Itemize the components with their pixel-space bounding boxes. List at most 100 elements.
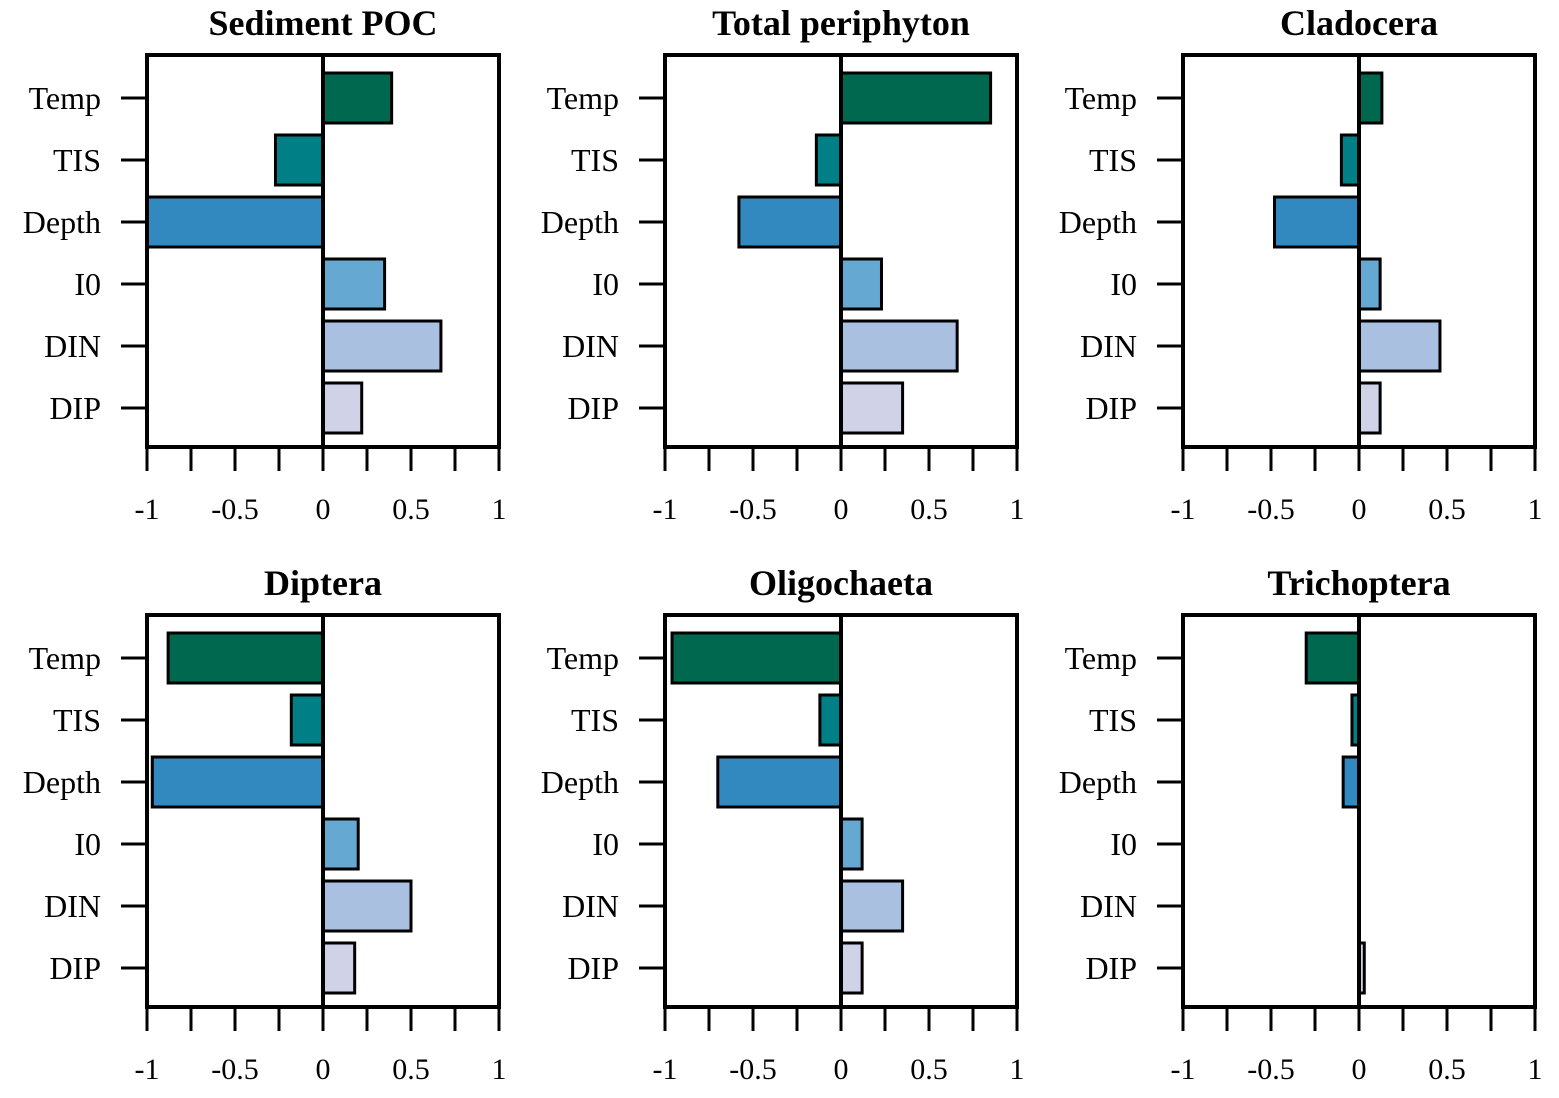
x-tick-label: 1 (1010, 1053, 1025, 1086)
bar-dip (839, 381, 905, 435)
chart-title: Sediment POC (209, 3, 438, 43)
chart-title: Diptera (264, 563, 382, 603)
x-tick-label: -0.5 (211, 1053, 259, 1086)
category-label: TIS (1089, 142, 1137, 178)
category-label: Temp (547, 80, 619, 116)
x-tick-label: 0.5 (910, 1053, 948, 1086)
bar-din (321, 879, 413, 933)
category-label: DIN (1080, 888, 1137, 924)
category-label: Depth (23, 204, 101, 240)
bar-i0 (321, 257, 387, 311)
x-tick-label: 0.5 (910, 493, 948, 526)
bar-temp (321, 71, 394, 125)
bar-tis (1339, 133, 1361, 187)
x-tick-label: -0.5 (729, 493, 777, 526)
x-tick-label: 1 (1528, 1053, 1543, 1086)
x-tick-label: -0.5 (1247, 1053, 1295, 1086)
chart-panel: Oligochaeta Temp TIS Depth I0 DIN DIP -1 -0.5 0 0.… (541, 563, 1025, 1086)
category-label: Temp (547, 640, 619, 676)
x-tick-label: 0.5 (1428, 493, 1466, 526)
category-label: I0 (74, 266, 101, 302)
category-label: TIS (53, 702, 101, 738)
category-label: Depth (541, 764, 619, 800)
bar-dip (321, 941, 357, 995)
category-label: TIS (571, 702, 619, 738)
bar-dip (839, 941, 864, 995)
category-label: DIP (567, 390, 619, 426)
bar-i0 (839, 817, 864, 871)
category-label: TIS (1089, 702, 1137, 738)
bar-depth (1273, 195, 1361, 249)
bar-tis (818, 693, 843, 747)
bar-din (321, 319, 443, 373)
category-label: Temp (29, 80, 101, 116)
x-tick-label: -1 (1171, 1053, 1196, 1086)
x-tick-label: 0.5 (392, 493, 430, 526)
x-tick-label: 1 (492, 1053, 507, 1086)
chart-panel: Diptera Temp TIS Depth I0 DIN DIP -1 -0.5 0 0.5 1 (23, 563, 507, 1086)
x-tick-label: 0 (834, 493, 849, 526)
bar-i0 (321, 817, 360, 871)
bar-depth (737, 195, 843, 249)
category-label: DIP (1085, 390, 1137, 426)
bar-tis (289, 693, 325, 747)
bar-i0 (1357, 257, 1382, 311)
category-label: I0 (1110, 826, 1137, 862)
chart-title: Cladocera (1280, 3, 1438, 43)
category-label: DIP (49, 950, 101, 986)
bar-dip (1357, 381, 1382, 435)
bar-dip (321, 381, 364, 435)
x-tick-label: 0 (834, 1053, 849, 1086)
category-label: I0 (1110, 266, 1137, 302)
category-label: I0 (74, 826, 101, 862)
bar-temp (1357, 71, 1384, 125)
category-label: DIN (562, 328, 619, 364)
x-tick-label: 0.5 (1428, 1053, 1466, 1086)
category-label: I0 (592, 826, 619, 862)
chart-panel: Trichoptera Temp TIS Depth I0 DIN DIP -1 -0.5 0 0.… (1059, 563, 1543, 1086)
bar-depth (716, 755, 843, 809)
category-label: Temp (29, 640, 101, 676)
chart-panel: Cladocera Temp TIS Depth I0 DIN DIP -1 -0.5 0 0.5 1 (1059, 3, 1543, 526)
x-tick-label: 1 (1528, 493, 1543, 526)
category-label: DIN (44, 888, 101, 924)
x-tick-label: -0.5 (211, 493, 259, 526)
x-tick-label: -1 (135, 493, 160, 526)
x-tick-label: -1 (1171, 493, 1196, 526)
x-tick-label: 0 (316, 493, 331, 526)
category-label: Depth (1059, 764, 1137, 800)
category-label: DIN (562, 888, 619, 924)
category-label: Depth (1059, 204, 1137, 240)
chart-panel: Sediment POC Temp TIS Depth I0 DIN DIP -1 -0.5 0 0… (23, 3, 507, 526)
bar-tis (814, 133, 843, 187)
x-tick-label: -1 (653, 1053, 678, 1086)
category-label: TIS (571, 142, 619, 178)
x-tick-label: 0.5 (392, 1053, 430, 1086)
bar-depth (145, 195, 325, 249)
category-label: TIS (53, 142, 101, 178)
x-tick-label: 1 (1010, 493, 1025, 526)
category-label: I0 (592, 266, 619, 302)
category-label: Temp (1065, 80, 1137, 116)
bar-i0 (839, 257, 883, 311)
category-label: DIN (44, 328, 101, 364)
x-tick-label: 0 (1352, 493, 1367, 526)
bar-depth (150, 755, 325, 809)
chart-panel: Total periphyton Temp TIS Depth I0 DIN DIP -1 -0… (541, 3, 1025, 526)
category-label: Depth (23, 764, 101, 800)
bar-temp (1304, 631, 1361, 685)
category-label: DIP (1085, 950, 1137, 986)
category-label: Temp (1065, 640, 1137, 676)
x-tick-label: 0 (1352, 1053, 1367, 1086)
x-tick-label: 0 (316, 1053, 331, 1086)
bar-temp (166, 631, 325, 685)
bar-temp (670, 631, 843, 685)
chart-title: Oligochaeta (749, 563, 933, 603)
bar-din (839, 879, 905, 933)
x-tick-label: 1 (492, 493, 507, 526)
x-tick-label: -1 (653, 493, 678, 526)
x-tick-label: -0.5 (729, 1053, 777, 1086)
category-label: Depth (541, 204, 619, 240)
bar-tis (273, 133, 325, 187)
